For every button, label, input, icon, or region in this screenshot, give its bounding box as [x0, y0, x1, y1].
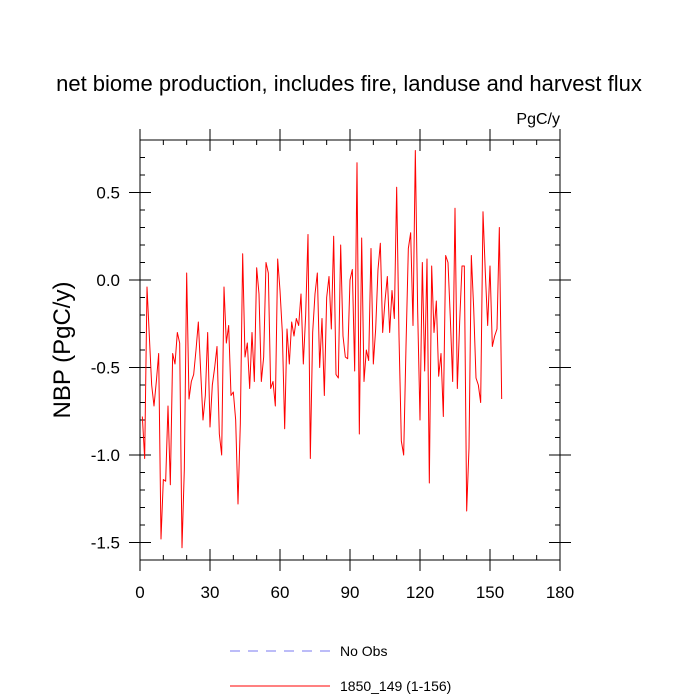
series-line-1	[141, 150, 503, 549]
legend: No Obs 1850_149 (1-156)	[230, 643, 451, 694]
chart-title: net biome production, includes fire, lan…	[56, 71, 642, 96]
y-tick-label: 0.5	[96, 184, 120, 203]
x-tick-label: 90	[341, 583, 360, 602]
x-tick-label: 30	[201, 583, 220, 602]
y-axis-ticks: -1.5 -1.0 -0.5 0.0 0.5	[91, 139, 571, 561]
legend-label-1850-149: 1850_149 (1-156)	[340, 678, 451, 694]
y-tick-label: -1.5	[91, 534, 120, 553]
units-label: PgC/y	[516, 111, 560, 128]
x-tick-label: 0	[135, 583, 144, 602]
x-tick-label: 180	[546, 583, 574, 602]
plot-frame	[139, 139, 561, 561]
x-tick-label: 150	[476, 583, 504, 602]
x-tick-label: 120	[406, 583, 434, 602]
legend-label-no-obs: No Obs	[340, 643, 387, 659]
y-tick-label: 0.0	[96, 271, 120, 290]
y-tick-label: -0.5	[91, 359, 120, 378]
y-axis-label: NBP (PgC/y)	[49, 282, 76, 419]
series-lines	[141, 150, 503, 549]
x-axis-ticks: 0 30 60 90 120 150 180	[135, 129, 574, 602]
x-tick-label: 60	[271, 583, 290, 602]
y-tick-label: -1.0	[91, 446, 120, 465]
